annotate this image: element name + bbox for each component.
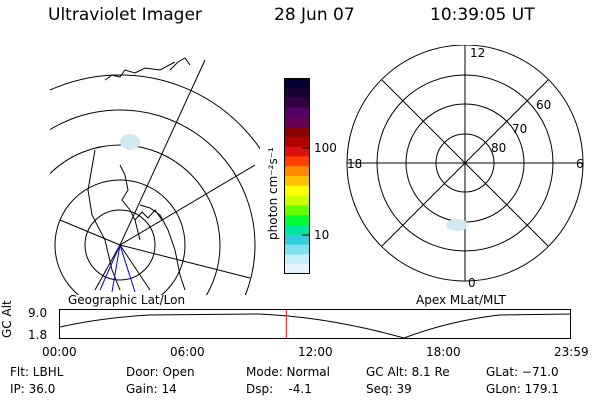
coastline-newzealand <box>169 57 191 71</box>
geo-meridian-2 <box>119 164 256 246</box>
apex-mlt-label-12: 12 <box>470 46 486 60</box>
geo-meridian-5 <box>119 244 151 291</box>
time-axis-tick-4: 23:59 <box>554 345 589 359</box>
geo-lat-ring-2 <box>54 179 186 295</box>
geo-lat-ring-1 <box>84 209 156 281</box>
apex-mlt-label-18: 18 <box>347 157 363 171</box>
altitude-ytick-high: 9.0 <box>28 306 48 320</box>
geo-meridian-6 <box>94 244 121 291</box>
time-axis-tick-2: 12:00 <box>298 345 333 359</box>
colorbar-cell <box>284 156 310 167</box>
geo-lat-ring-3 <box>50 144 221 295</box>
apex-mlt-label-6: 6 <box>576 157 584 171</box>
colorbar-tick-100: 100 <box>314 141 337 155</box>
apex-mlat-label-80: 80 <box>491 141 507 155</box>
instrument-title: Ultraviolet Imager <box>48 5 202 25</box>
colorbar-cell <box>284 185 310 197</box>
coastline-north <box>104 61 176 81</box>
geo-meridian-4 <box>59 219 121 246</box>
status-filter: Flt: LBHL <box>10 365 64 379</box>
geo-blue-meridians <box>99 244 136 293</box>
apex-mlat-label-70: 70 <box>512 122 528 136</box>
colorbar-cell <box>284 264 310 274</box>
colorbar-cell <box>284 78 310 89</box>
colorbar-cell <box>284 146 310 157</box>
coastline-america <box>87 149 121 291</box>
status-ip: IP: 36.0 <box>10 382 56 396</box>
apex-panel-label: Apex MLat/MLT <box>416 293 506 307</box>
colorbar-cell <box>284 244 310 255</box>
status-glat: GLat: −71.0 <box>486 365 559 379</box>
time-label: 10:39:05 UT <box>430 5 535 25</box>
status-gain: Gain: 14 <box>126 382 177 396</box>
geo-panel-label: Geographic Lat/Lon <box>68 293 186 307</box>
status-door: Door: Open <box>126 365 195 379</box>
colorbar-cell <box>284 176 310 187</box>
time-axis-tick-0: 00:00 <box>42 345 77 359</box>
apex-aurora-patch <box>446 219 468 231</box>
altitude-curve <box>59 313 572 339</box>
apex-diagonal-2 <box>381 79 549 247</box>
colorbar-cell <box>284 166 310 177</box>
time-axis-tick-1: 06:00 <box>170 345 205 359</box>
altitude-ylabel: GC Alt <box>0 300 14 338</box>
colorbar-cell <box>284 215 310 226</box>
colorbar-cell <box>284 87 310 99</box>
coastline-peninsula <box>119 164 141 241</box>
apex-polar-plot <box>346 45 584 282</box>
geo-aurora-patch <box>120 134 140 150</box>
apex-mlt-label-0: 0 <box>468 276 476 290</box>
coastline-antarctica <box>139 204 186 291</box>
colorbar-cell <box>284 97 310 108</box>
status-dsp: Dsp: -4.1 <box>246 382 312 396</box>
geo-lat-ring-4 <box>50 109 256 295</box>
colorbar-unit-label: photon cm⁻²s⁻¹ <box>266 147 280 240</box>
status-seq: Seq: 39 <box>366 382 412 396</box>
time-axis-tick-3: 18:00 <box>426 345 461 359</box>
altitude-ytick-low: 1.8 <box>28 328 48 342</box>
colorbar-cell <box>284 136 310 148</box>
colorbar-cell <box>284 107 310 118</box>
colorbar-tick-10: 10 <box>314 228 330 242</box>
geo-lat-ring-5 <box>50 74 260 150</box>
colorbar-cell <box>284 117 310 128</box>
colorbar-cell <box>284 254 310 265</box>
colorbar-cell <box>284 195 310 206</box>
geographic-map <box>50 57 260 295</box>
colorbar-cell <box>284 234 310 246</box>
altitude-time-plot <box>59 309 572 339</box>
apex-mlat-label-60: 60 <box>536 98 552 112</box>
date-label: 28 Jun 07 <box>274 5 355 25</box>
coastline-islands <box>134 209 163 221</box>
color-scale-bar <box>284 78 310 274</box>
colorbar-cell <box>284 205 310 216</box>
geo-meridian-3 <box>119 244 251 279</box>
status-gc-alt: GC Alt: 8.1 Re <box>366 365 450 379</box>
altitude-plot-frame <box>59 309 571 339</box>
colorbar-cell <box>284 225 310 236</box>
status-mode: Mode: Normal <box>246 365 330 379</box>
colorbar-cell <box>284 127 310 138</box>
geo-meridian-1 <box>119 59 206 246</box>
status-glon: GLon: 179.1 <box>486 382 559 396</box>
